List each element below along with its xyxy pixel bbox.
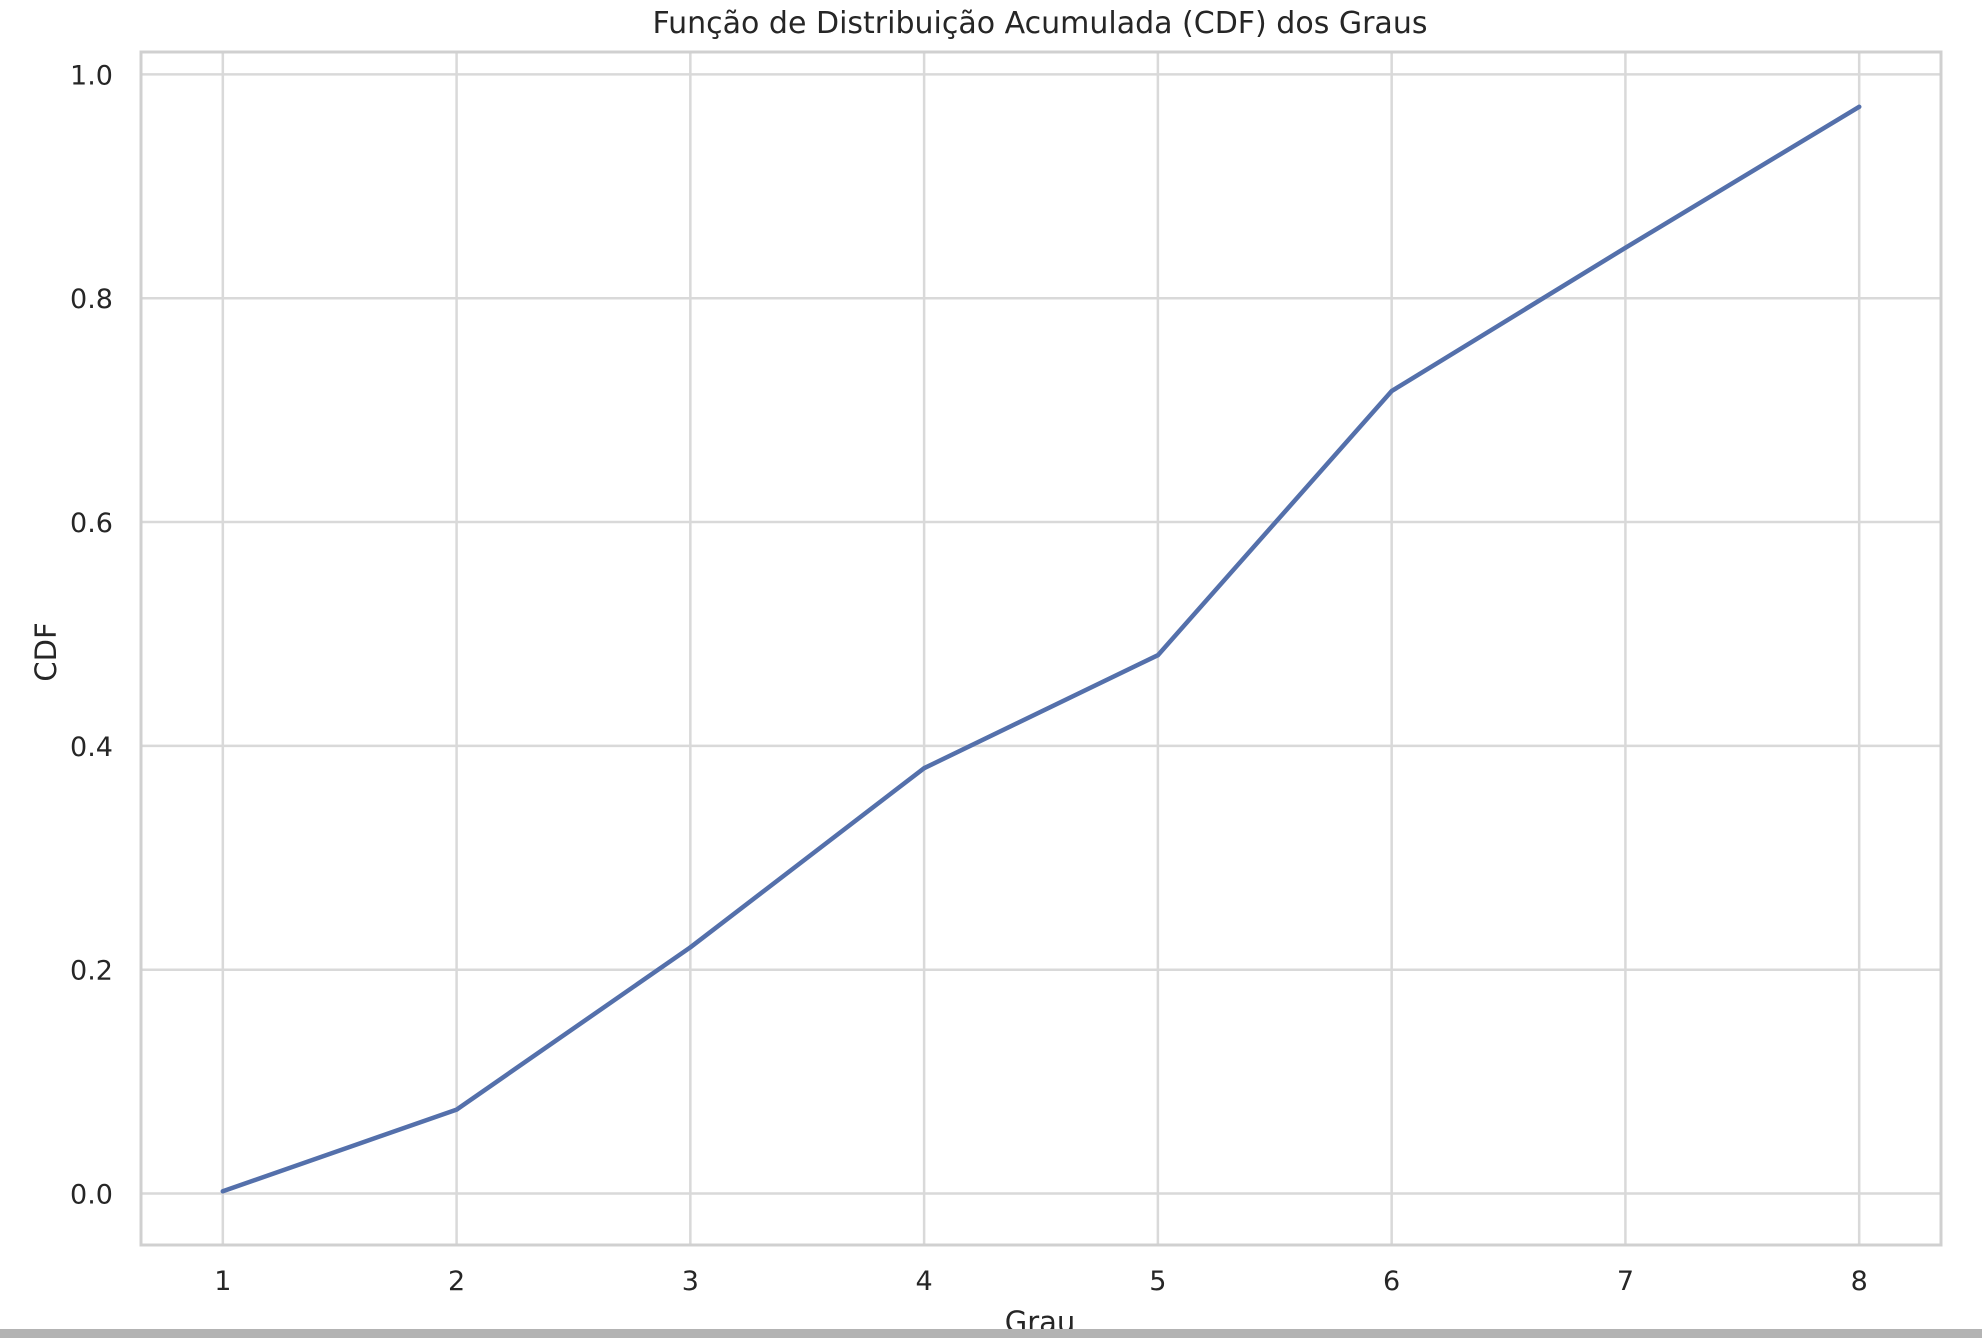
- cdf-data-point: [688, 945, 693, 950]
- window-bottom-edge: [0, 1329, 1982, 1338]
- x-tick-label: 4: [916, 1266, 933, 1297]
- y-tick-label: 1.0: [70, 60, 113, 91]
- x-tick-label: 8: [1851, 1266, 1868, 1297]
- y-axis-label: CDF: [29, 622, 63, 681]
- cdf-data-point: [1155, 653, 1160, 658]
- cdf-series-line: [220, 104, 1862, 1194]
- y-tick-label: 0.6: [70, 508, 113, 539]
- x-tick-label: 2: [448, 1266, 465, 1297]
- cdf-data-point: [454, 1107, 459, 1112]
- chart-title: Função de Distribuição Acumulada (CDF) d…: [653, 6, 1428, 41]
- x-tick-label: 7: [1617, 1266, 1634, 1297]
- cdf-data-point: [220, 1189, 225, 1194]
- y-tick-label: 0.2: [70, 956, 113, 987]
- cdf-data-point: [1857, 104, 1862, 109]
- y-tick-label: 0.8: [70, 284, 113, 315]
- grid-lines: [142, 53, 1940, 1244]
- y-tick-label: 0.0: [70, 1180, 113, 1211]
- cdf-data-point: [1623, 245, 1628, 250]
- x-tick-label: 3: [682, 1266, 699, 1297]
- tick-labels: 1 2 3 4 5 6 7 8 0.0 0.2 0.4 0.6 0.8 1.0: [70, 60, 1868, 1297]
- cdf-data-point: [922, 766, 927, 771]
- x-tick-label: 1: [214, 1266, 231, 1297]
- y-tick-label: 0.4: [70, 732, 113, 763]
- x-tick-label: 6: [1383, 1266, 1400, 1297]
- x-tick-label: 5: [1149, 1266, 1166, 1297]
- series-layer: [220, 104, 1862, 1194]
- cdf-data-point: [1389, 389, 1394, 394]
- plot-frame: [139, 50, 1943, 1247]
